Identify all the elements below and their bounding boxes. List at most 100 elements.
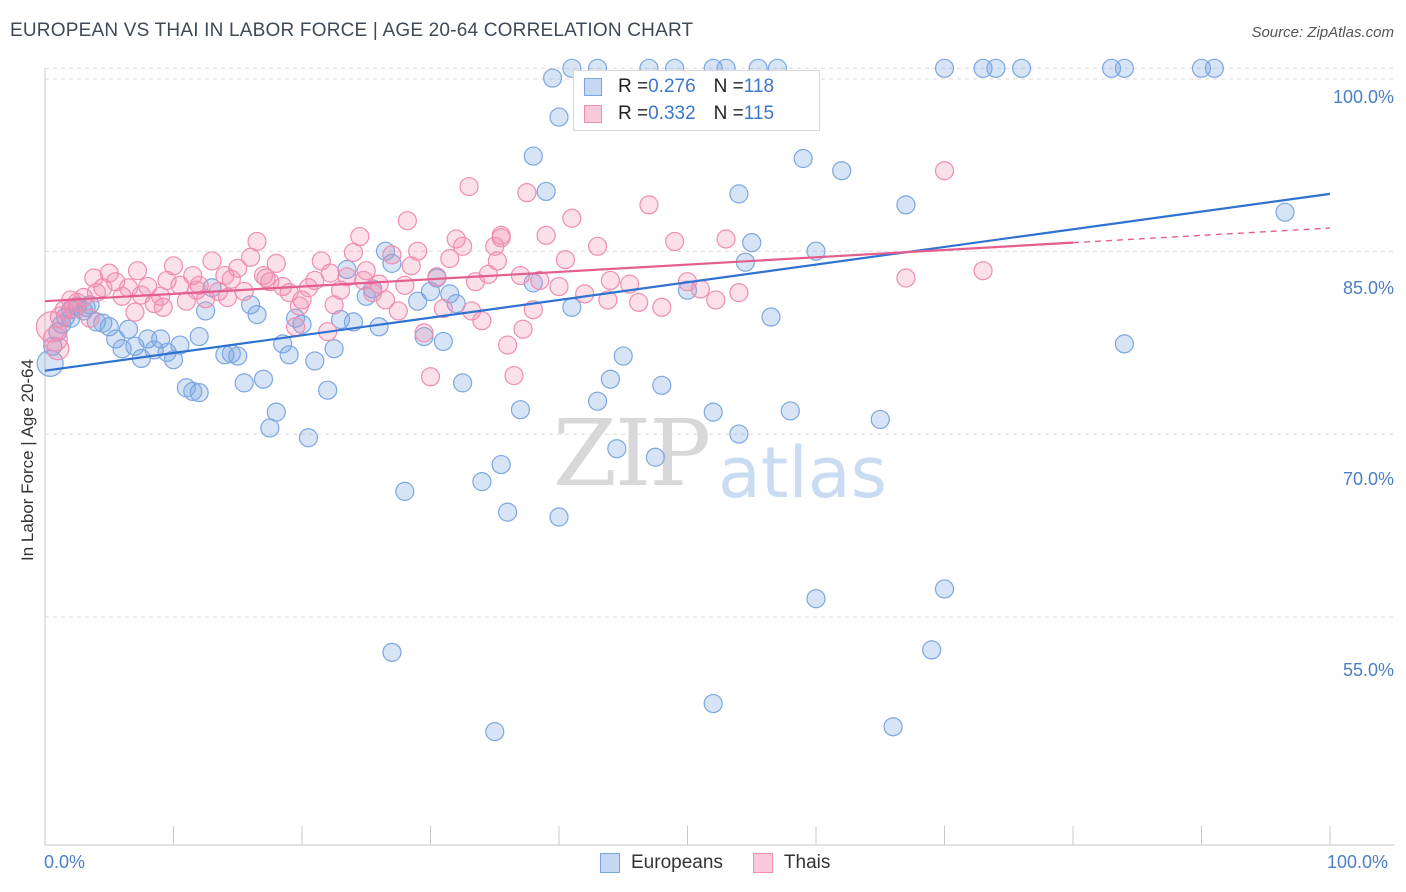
thais-point (375, 290, 396, 310)
y-tick-label-85: 85.0% (1342, 278, 1394, 298)
thais-n-value: 115 (743, 103, 775, 124)
europeans-point (1011, 58, 1032, 78)
europeans-point (645, 447, 665, 467)
n-label: N = (713, 76, 744, 97)
legend-item-thais[interactable]: Thais (752, 852, 830, 874)
thais-point (562, 208, 582, 228)
europeans-point (382, 642, 402, 662)
europeans-point (806, 589, 826, 609)
r-label: R = (618, 76, 649, 97)
europeans-point (780, 401, 800, 421)
legend-swatch-europeans (600, 853, 620, 873)
thais-point (80, 308, 100, 328)
thais-point (153, 297, 173, 317)
thais-point (639, 195, 659, 215)
europeans-r-value: 0.276 (648, 76, 696, 97)
europeans-point (247, 304, 267, 325)
thais-point (555, 250, 576, 270)
thais-point (498, 335, 518, 355)
thais-point (217, 287, 238, 308)
legend-label-europeans: Europeans (631, 852, 723, 873)
europeans-point (189, 326, 209, 347)
europeans-point (446, 294, 466, 314)
europeans-point (703, 693, 723, 714)
chart-title: EUROPEAN VS THAI IN LABOR FORCE | AGE 20… (10, 20, 694, 41)
thais-point (433, 298, 453, 319)
europeans-point (279, 345, 299, 365)
thais-point (440, 248, 460, 269)
thais-point (600, 270, 621, 291)
thais-point (706, 290, 726, 310)
europeans-point (395, 481, 415, 501)
thais-point (427, 267, 447, 287)
thais-point (513, 319, 533, 339)
europeans-point (896, 195, 916, 215)
europeans-point (491, 454, 511, 475)
thais-point (896, 268, 916, 288)
europeans-point (510, 400, 531, 420)
europeans-point (266, 402, 286, 422)
europeans-point (729, 424, 749, 444)
legend: Europeans Thais (600, 852, 860, 874)
europeans-point (562, 297, 582, 317)
europeans-n-value: 118 (743, 76, 775, 97)
europeans-point (170, 335, 190, 355)
thais-point (453, 236, 473, 256)
europeans-point (729, 184, 749, 204)
europeans-point (318, 380, 338, 400)
europeans-point (832, 161, 852, 181)
thais-point (187, 280, 207, 300)
europeans-point (369, 317, 389, 337)
x-tick-label-100: 100.0% (1327, 852, 1389, 872)
thais-point (690, 279, 710, 299)
europeans-point (86, 312, 107, 332)
europeans-point (356, 286, 376, 306)
watermark-atlas: atlas (718, 432, 888, 514)
europeans-point (613, 346, 633, 366)
x-tick-label-0: 0.0% (44, 852, 86, 872)
europeans-point (761, 307, 781, 327)
thais-point (517, 183, 537, 203)
y-axis-label: In Labor Force | Age 20-64 (18, 359, 37, 561)
thais-point (397, 211, 417, 231)
thais-point (125, 302, 145, 322)
thais-point (665, 231, 685, 252)
thais-point (247, 231, 267, 252)
thais-point (549, 276, 569, 297)
stats-row-europeans: R = 0.276 N = 118 (584, 75, 774, 99)
europeans-point (607, 439, 627, 459)
n-label: N = (713, 103, 744, 124)
thais-point (84, 268, 104, 288)
europeans-point (498, 502, 518, 522)
europeans-point (234, 373, 254, 393)
europeans-point (542, 68, 563, 88)
thais-point (716, 229, 736, 249)
thais-point (536, 225, 556, 245)
europeans-point (189, 383, 209, 403)
europeans-point (870, 409, 890, 430)
y-tick-label-100: 100.0% (1332, 87, 1394, 107)
thais-point (973, 261, 993, 281)
thais-point (420, 367, 441, 387)
europeans-point (549, 507, 569, 527)
europeans-point (183, 381, 203, 402)
europeans-point (324, 339, 344, 359)
thais-point (934, 161, 955, 181)
thais-point (320, 263, 340, 283)
legend-item-europeans[interactable]: Europeans (600, 852, 723, 874)
europeans-point (587, 391, 608, 411)
thais-point (127, 261, 148, 281)
europeans-point (99, 317, 119, 337)
thais-point (266, 253, 286, 273)
europeans-point (703, 402, 723, 422)
thais-r-value: 0.332 (648, 103, 696, 124)
thais-point (446, 229, 466, 249)
europeans-point (118, 319, 139, 339)
europeans-point (1114, 334, 1135, 354)
europeans-point (253, 369, 274, 389)
europeans-point (600, 369, 621, 389)
thais-point (256, 268, 276, 288)
europeans-point (1275, 202, 1295, 222)
y-tick-label-55: 55.0% (1342, 660, 1394, 680)
